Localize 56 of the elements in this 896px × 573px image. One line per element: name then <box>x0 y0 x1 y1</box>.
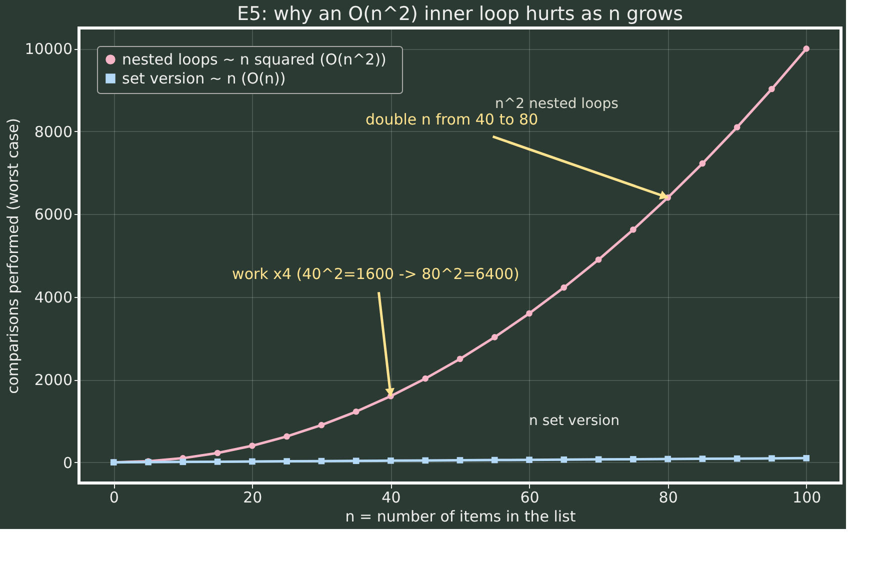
chart-title: E5: why an O(n^2) inner loop hurts as n grows <box>237 3 683 25</box>
point <box>595 256 602 263</box>
point <box>456 457 464 464</box>
point <box>803 455 810 462</box>
annotation: work x4 (40^2=1600 -> 80^2=6400) <box>232 265 520 284</box>
point <box>249 442 256 449</box>
point <box>284 433 290 440</box>
point <box>630 456 636 462</box>
point <box>734 124 740 130</box>
point <box>526 456 532 463</box>
point <box>491 334 498 340</box>
point <box>249 458 256 465</box>
legend-label: nested loops ~ n squared (O(n^2)) <box>122 50 386 68</box>
point <box>560 284 568 291</box>
point <box>734 455 740 462</box>
point <box>803 46 810 52</box>
point <box>491 456 498 464</box>
point <box>318 422 325 428</box>
point <box>699 456 706 462</box>
point <box>284 458 290 464</box>
point <box>214 458 221 465</box>
point <box>180 458 186 466</box>
y-tick-label: 10000 <box>24 40 72 58</box>
point <box>560 456 568 463</box>
point <box>664 456 671 462</box>
point <box>318 458 325 464</box>
y-tick-label: 4000 <box>34 288 72 306</box>
x-tick-label: 60 <box>520 488 540 506</box>
point <box>422 457 429 464</box>
point <box>422 375 429 382</box>
point <box>388 458 394 464</box>
x-axis-title: n = number of items in the list <box>345 508 576 526</box>
y-tick-label: 0 <box>62 454 72 472</box>
point <box>699 160 706 167</box>
x-tick-label: 80 <box>658 488 678 506</box>
point <box>768 86 775 92</box>
y-axis-title: comparisons performed (worst case) <box>4 118 22 394</box>
x-tick-label: 100 <box>792 488 822 506</box>
point <box>630 226 636 233</box>
annotation: double n from 40 to 80 <box>366 110 538 129</box>
point <box>456 356 464 362</box>
legend-label: set version ~ n (O(n)) <box>122 70 286 88</box>
point <box>352 408 360 415</box>
y-tick-label: 8000 <box>34 122 72 141</box>
x-tick-label: 40 <box>382 488 401 506</box>
point <box>595 456 602 463</box>
annotation: n set version <box>529 413 620 429</box>
x-tick-label: 20 <box>243 488 262 506</box>
point <box>768 455 775 462</box>
point <box>214 450 221 456</box>
y-tick-label: 2000 <box>34 371 72 390</box>
annotation: n^2 nested loops <box>495 96 618 112</box>
point <box>526 310 532 317</box>
point <box>352 458 360 464</box>
y-tick-label: 6000 <box>34 206 72 224</box>
x-tick-label: 0 <box>109 488 119 506</box>
